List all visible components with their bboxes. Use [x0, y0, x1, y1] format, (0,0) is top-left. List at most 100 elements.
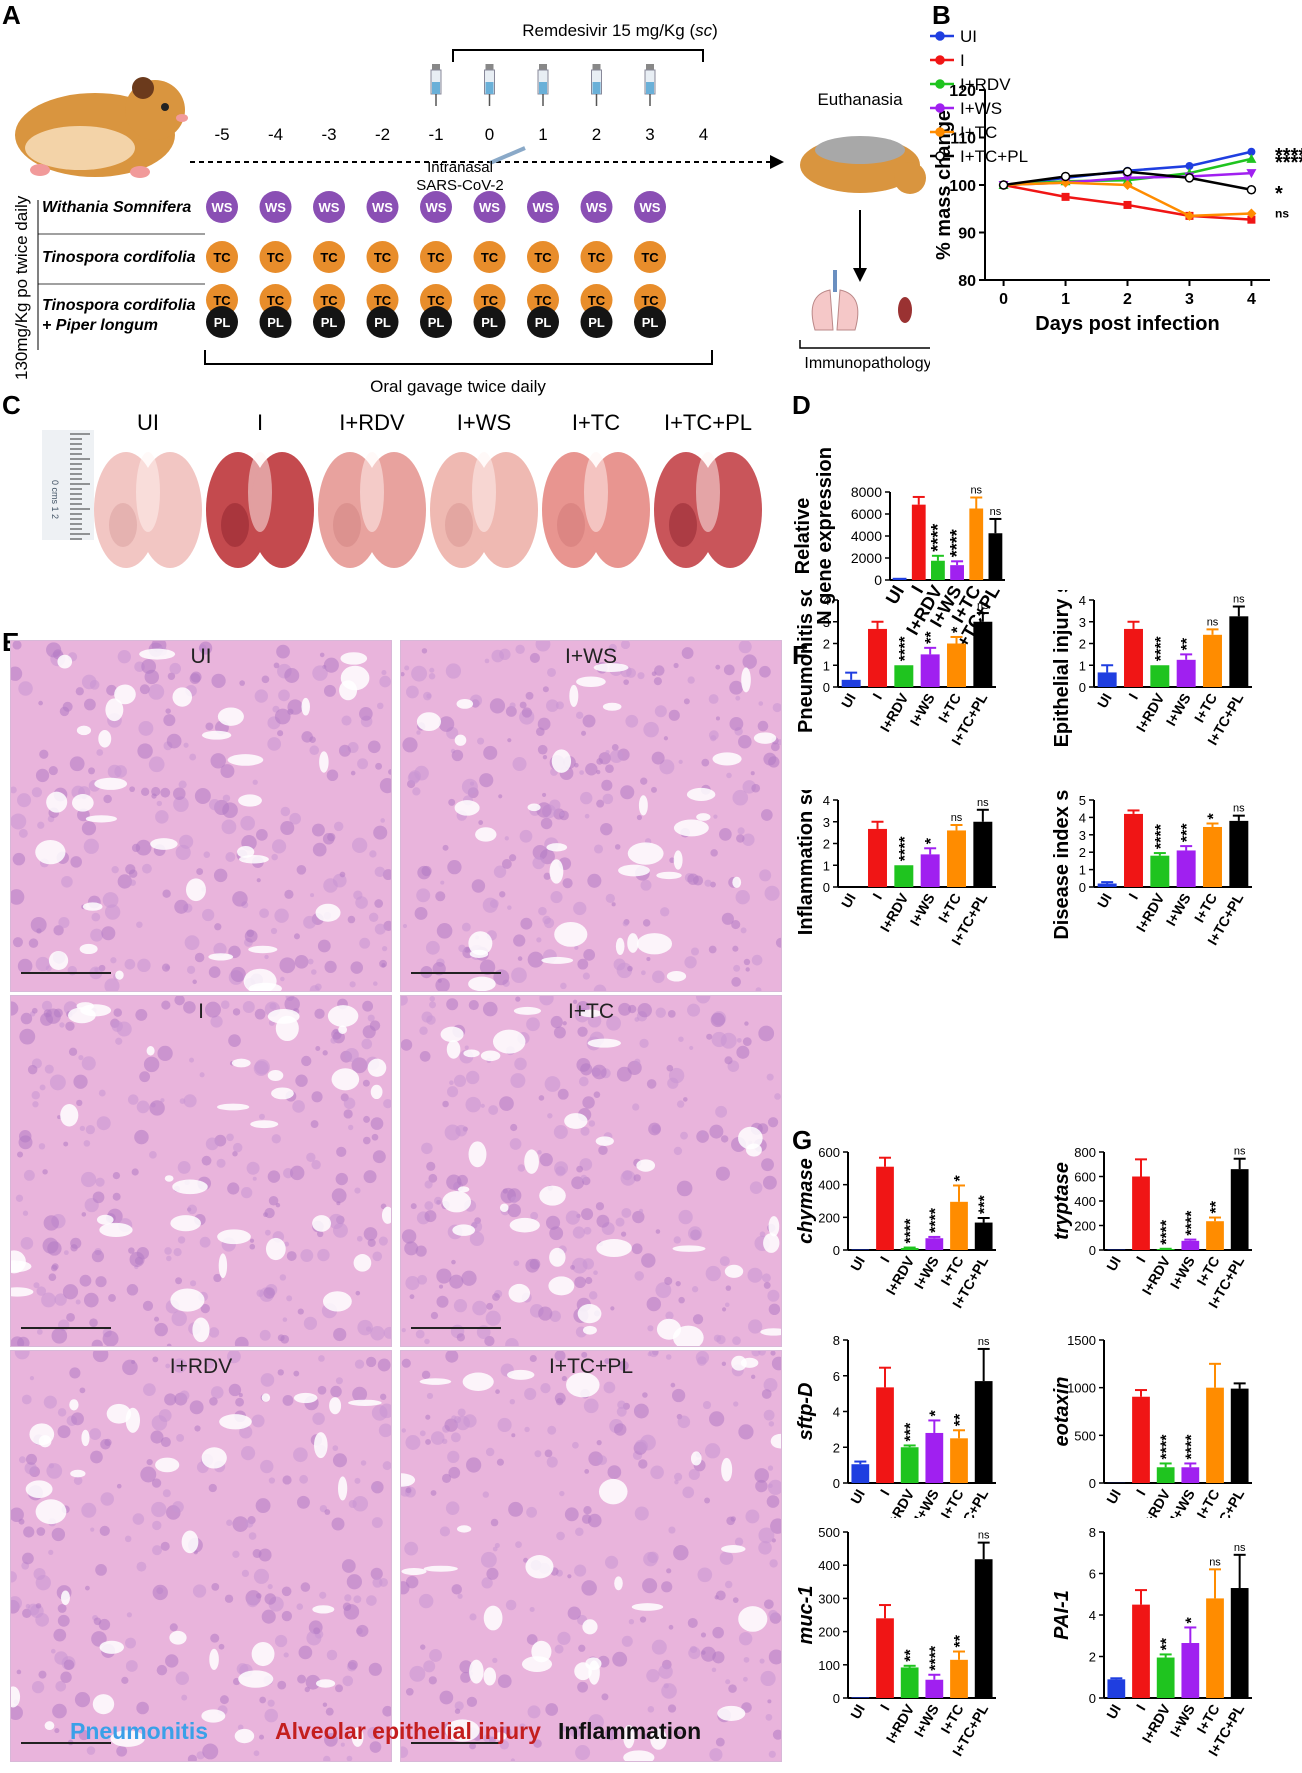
data-point — [1122, 173, 1133, 183]
significance-label: **** — [928, 524, 948, 552]
day-label: 4 — [699, 125, 708, 144]
significance-label: **** — [1275, 152, 1302, 174]
y-tick-label: 3 — [823, 615, 830, 630]
significance-label: ns — [977, 797, 989, 809]
y-tick-label: 600 — [818, 1145, 840, 1160]
bar — [851, 1697, 870, 1698]
bar — [1229, 616, 1249, 687]
y-axis-label: eotaxin — [1051, 1376, 1073, 1446]
y-tick-label: 2 — [1079, 637, 1086, 652]
panel-label-d: D — [792, 390, 811, 420]
y-tick-label: 3 — [1079, 828, 1086, 843]
y-tick-label: 400 — [1074, 1194, 1096, 1209]
svg-text:WS: WS — [533, 200, 554, 215]
lung-label: UI — [137, 410, 159, 435]
bar — [1203, 634, 1222, 687]
significance-label: **** — [903, 1218, 920, 1244]
y-tick-label: 6 — [1089, 1567, 1096, 1582]
dose-circle-ws: WS — [580, 191, 613, 223]
sars-cov-2-label: SARS-CoV-2 — [416, 177, 504, 194]
dose-circle-tc: TC — [313, 284, 345, 316]
legend-inflammation: Inflammation — [558, 1718, 702, 1744]
x-tick-label: I — [877, 1254, 893, 1265]
x-tick-label: I — [1133, 1702, 1149, 1713]
y-tick-label: 200 — [1074, 1219, 1096, 1234]
svg-text:WS: WS — [319, 200, 340, 215]
significance-label: ns — [978, 1336, 990, 1348]
svg-text:PL: PL — [374, 315, 391, 330]
x-tick-label: I — [877, 1487, 893, 1498]
svg-text:TC: TC — [213, 293, 231, 308]
row-label-tinospora: Tinospora cordifolia — [42, 249, 196, 266]
significance-label: ns — [990, 506, 1002, 518]
dose-circle-ws: WS — [259, 191, 292, 223]
legend-entry: UI — [960, 27, 977, 46]
bar — [950, 1438, 968, 1483]
dose-vertical-label: 130mg/Kg po twice daily — [12, 195, 31, 380]
bar — [1176, 850, 1196, 887]
y-tick-label: 300 — [818, 1591, 840, 1606]
x-tick-label: I — [1133, 1487, 1149, 1498]
y-axis-label: muc-1 — [795, 1586, 817, 1645]
y-tick-label: 8 — [1089, 1525, 1096, 1540]
bar — [974, 1381, 993, 1483]
y-axis-label: % mass change — [933, 110, 955, 260]
y-tick-label: 200 — [818, 1210, 840, 1225]
dose-circle-pl: PL — [580, 306, 613, 338]
y-tick-label: 1 — [1079, 863, 1086, 878]
y-tick-label: 0 — [1089, 1243, 1096, 1258]
dose-circle-pl: PL — [259, 306, 292, 338]
legend-epithelial-injury: Alveolar epithelial injury — [275, 1718, 541, 1744]
y-tick-label: 0 — [823, 880, 830, 895]
bar — [925, 1679, 944, 1698]
euthanasia-label: Euthanasia — [817, 90, 903, 109]
lung-photo — [206, 452, 314, 568]
y-axis-label: Epithelial injury score — [1051, 590, 1073, 747]
legend-entry: I — [960, 51, 965, 70]
histology-title-i-rdv: I+RDV — [169, 1355, 233, 1378]
y-axis-label: RelativeN gene expression — [792, 447, 836, 625]
y-tick-label: 0 — [1089, 1476, 1096, 1491]
bar — [950, 1201, 968, 1250]
svg-text:TC: TC — [267, 293, 285, 308]
svg-text:TC: TC — [534, 293, 552, 308]
svg-text:0 cms 1 2: 0 cms 1 2 — [50, 480, 60, 519]
bar — [1132, 1396, 1150, 1483]
panel-label-g: G — [792, 1125, 813, 1155]
euthanized-hamster-illustration — [800, 136, 926, 194]
bar — [900, 1248, 919, 1250]
x-tick-label: I — [877, 1702, 893, 1713]
x-tick-label: I+WS — [911, 1702, 942, 1740]
y-tick-label: 3 — [823, 815, 830, 830]
dose-circle-tc: TC — [420, 284, 452, 316]
significance-label: **** — [1275, 145, 1302, 167]
data-point — [1184, 173, 1195, 183]
bar — [900, 1447, 919, 1483]
y-tick-label: 0 — [1079, 680, 1086, 695]
significance-label: ns — [1209, 1556, 1221, 1568]
bar — [892, 577, 907, 580]
significance-label: ** — [923, 631, 940, 644]
dose-circle-tc: TC — [634, 241, 666, 273]
significance-label: **** — [947, 529, 967, 557]
histology-i-rdv: I+RDV — [10, 1350, 392, 1762]
x-tick-label: UI — [838, 691, 859, 711]
y-tick-label: 500 — [1074, 1428, 1096, 1443]
data-point — [1246, 208, 1257, 219]
bar — [1206, 1598, 1224, 1698]
panel-a-schematic: Remdesivir 15 mg/Kg (sc) -5 -4 -3 -2 -1 0 1 2 3 4… — [12, 21, 930, 396]
syringe-icons — [430, 64, 656, 106]
x-axis-label: Days post infection — [1035, 313, 1219, 335]
legend-pneumonitis: Pneumonitis — [70, 1718, 209, 1744]
svg-text:TC: TC — [267, 250, 285, 265]
bar — [1124, 813, 1143, 887]
data-point — [1061, 192, 1070, 201]
row-label-piper-longum: + Piper longum — [42, 317, 158, 334]
dose-circle-tc: TC — [366, 284, 399, 316]
bar — [1203, 826, 1222, 887]
significance-label: ** — [1208, 1200, 1225, 1213]
lung-photo — [542, 452, 650, 568]
bar — [1132, 1604, 1150, 1698]
svg-text:PL: PL — [428, 315, 445, 330]
svg-text:WS: WS — [586, 200, 607, 215]
